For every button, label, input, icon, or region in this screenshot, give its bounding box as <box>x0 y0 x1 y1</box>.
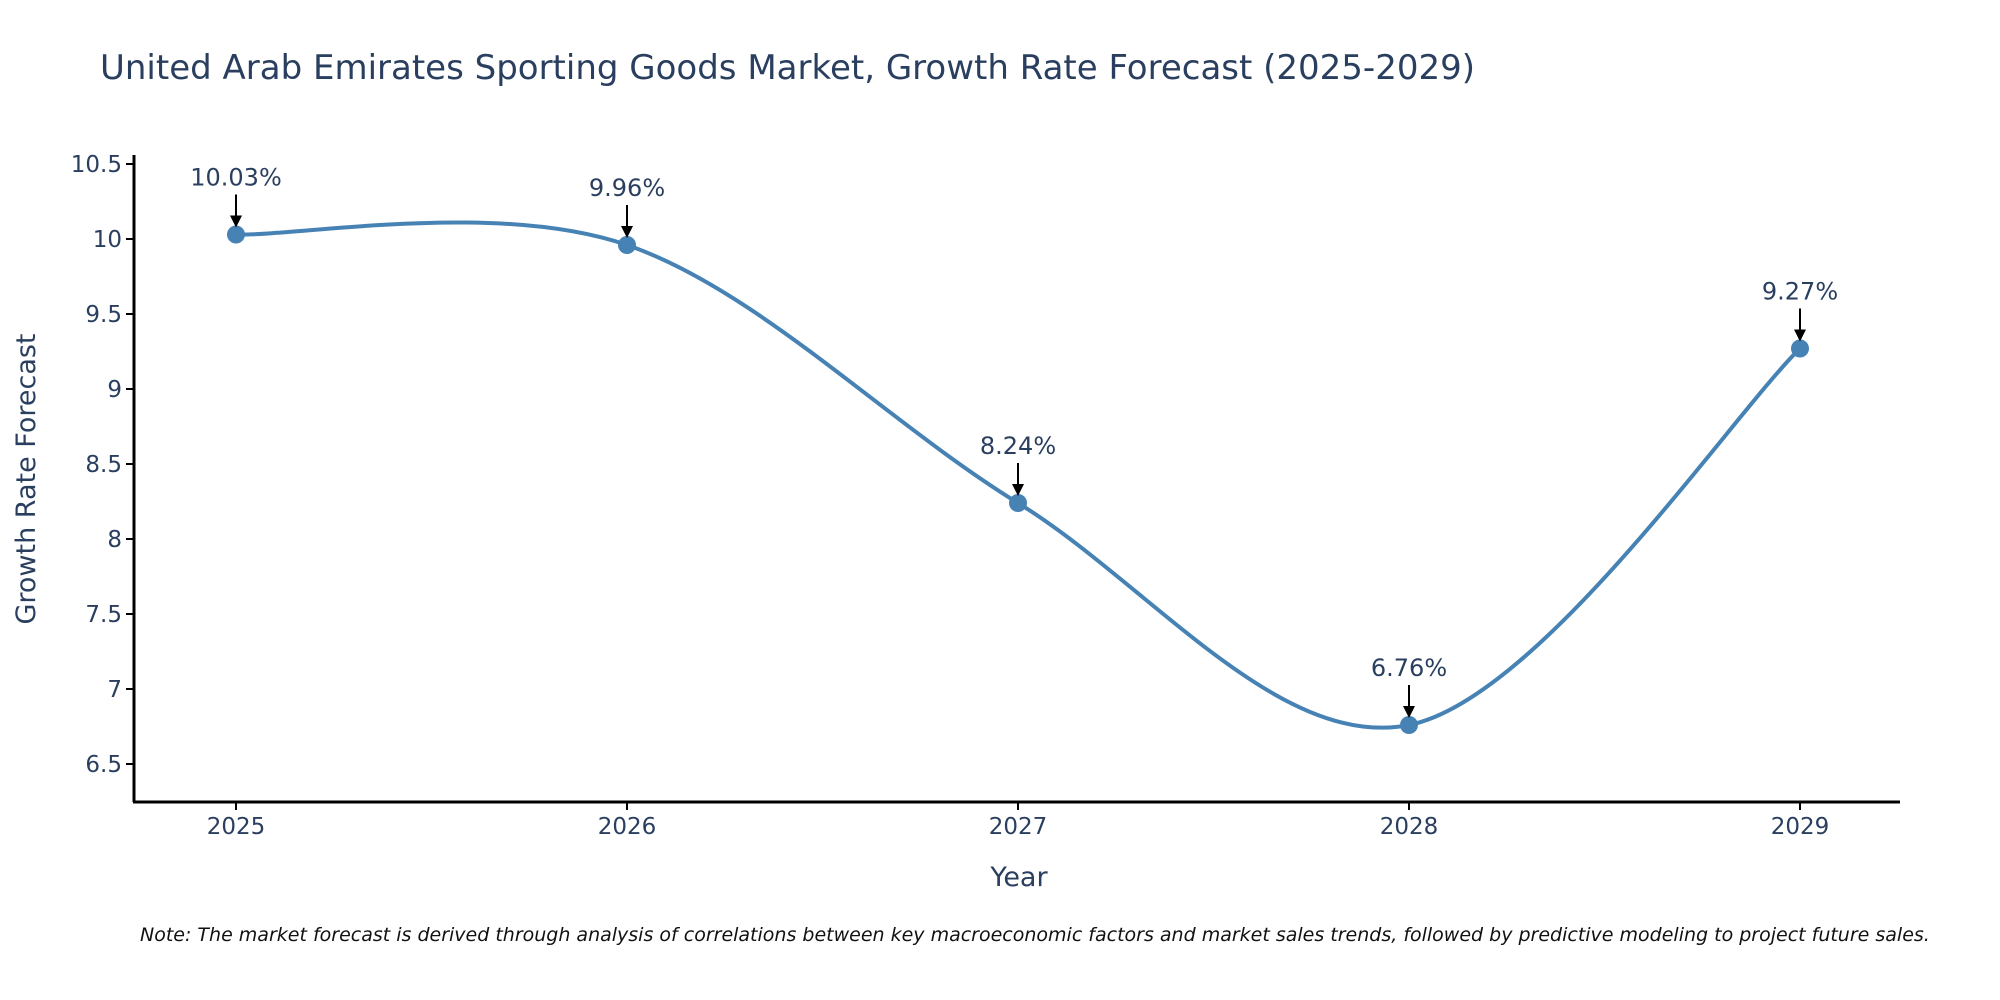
data-label: 8.24% <box>980 432 1056 460</box>
y-tick-label: 8 <box>107 527 122 553</box>
y-tick-label: 9 <box>107 377 122 403</box>
series-line-growth-rate <box>235 220 1802 730</box>
data-label: 9.96% <box>589 174 665 202</box>
y-tick-label: 9.5 <box>85 302 122 328</box>
series-markers <box>227 225 1809 734</box>
y-tick-label: 8.5 <box>85 452 122 478</box>
data-point <box>1791 339 1809 358</box>
x-tick-label: 2025 <box>207 814 266 840</box>
x-tick-label: 2027 <box>989 814 1048 840</box>
x-tick-label: 2026 <box>598 814 657 840</box>
y-tick-label: 10.5 <box>71 152 122 178</box>
footnote: Note: The market forecast is derived thr… <box>140 924 1930 946</box>
x-axis-ticks: 2025 2026 2027 2028 2029 <box>207 802 1830 840</box>
y-tick-label: 6.5 <box>85 752 122 778</box>
data-point <box>1009 494 1027 512</box>
data-label: 9.27% <box>1762 278 1838 306</box>
y-axis-title: Growth Rate Forecast <box>11 333 42 624</box>
y-tick-label: 10 <box>93 227 122 253</box>
data-label: 10.03% <box>190 164 282 192</box>
data-point <box>618 236 636 254</box>
y-tick-label: 7.5 <box>85 602 122 628</box>
y-axis-ticks: 6.5 7 7.5 8 8.5 9 9.5 10 10.5 <box>71 152 134 778</box>
x-tick-label: 2029 <box>1771 814 1830 840</box>
y-tick-label: 7 <box>107 677 122 703</box>
data-point <box>227 225 245 244</box>
chart-title: United Arab Emirates Sporting Goods Mark… <box>100 48 1475 88</box>
x-tick-label: 2028 <box>1380 814 1439 840</box>
data-label: 6.76% <box>1371 654 1447 682</box>
data-point <box>1400 716 1418 734</box>
x-axis-title: Year <box>989 862 1048 893</box>
data-annotations: 10.03% 9.96% 8.24% 6.76% 9.27% <box>190 164 1838 718</box>
